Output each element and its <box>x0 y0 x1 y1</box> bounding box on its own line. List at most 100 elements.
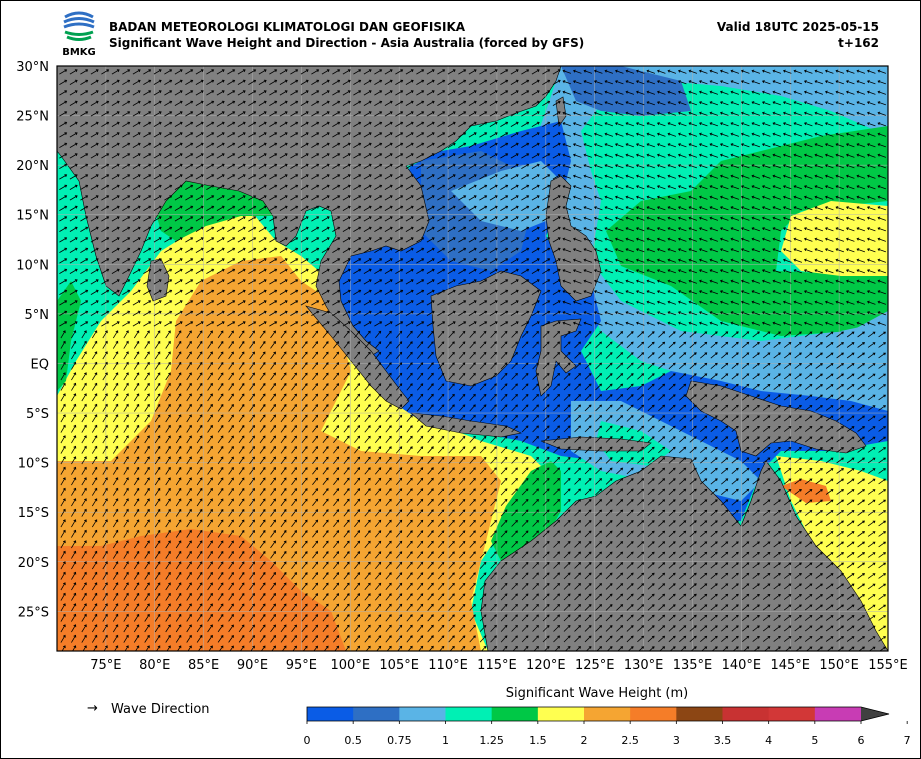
wave-direction-arrow <box>353 132 362 138</box>
wave-direction-arrow <box>593 164 603 169</box>
wave-direction-arrow <box>719 227 729 232</box>
wave-direction-arrow <box>552 237 561 243</box>
wave-direction-arrow <box>195 153 204 159</box>
wave-direction-arrow <box>719 153 729 158</box>
wave-direction-arrow <box>489 226 498 232</box>
wave-direction-arrow <box>90 226 99 232</box>
wave-direction-arrow <box>195 216 204 222</box>
wave-direction-arrow <box>332 153 341 159</box>
wave-direction-arrow <box>342 216 351 222</box>
wave-direction-arrow <box>437 90 446 96</box>
wave-direction-arrow <box>500 216 509 222</box>
wave-direction-arrow <box>688 143 698 148</box>
wave-direction-arrow <box>625 111 635 116</box>
wave-direction-arrow <box>59 153 68 159</box>
wave-direction-arrow <box>405 174 414 180</box>
wave-direction-arrow <box>761 122 771 127</box>
wave-direction-arrow <box>877 206 887 211</box>
wave-direction-arrow <box>730 69 740 74</box>
wave-direction-arrow <box>677 69 687 74</box>
wave-direction-arrow <box>593 216 603 221</box>
wave-direction-arrow <box>300 111 309 117</box>
wave-direction-arrow <box>845 206 855 211</box>
wave-direction-arrow <box>562 101 572 106</box>
indian-ocean-dark-orange-field <box>57 529 346 651</box>
wave-direction-arrow <box>164 216 173 222</box>
wave-direction-arrow <box>342 121 351 127</box>
wave-direction-arrow <box>468 121 477 127</box>
wave-direction-arrow <box>803 69 813 74</box>
longitude-tick-label: 80°E <box>139 658 170 673</box>
wave-direction-arrow <box>709 143 719 148</box>
wave-direction-arrow <box>740 111 750 116</box>
colorbar-tick-label: 1.25 <box>479 734 504 747</box>
wave-direction-arrow <box>572 216 582 221</box>
wave-direction-arrow <box>646 227 656 232</box>
valid-time: Valid 18UTC 2025-05-15 <box>716 20 879 34</box>
wave-direction-arrow <box>730 216 740 221</box>
wave-direction-arrow <box>604 132 614 137</box>
wave-direction-arrow <box>164 121 173 127</box>
wave-direction-arrow <box>552 79 561 85</box>
colorbar-tick-label: 1.5 <box>529 734 547 747</box>
java <box>410 412 522 438</box>
wave-direction-arrow <box>572 195 582 200</box>
wave-direction-arrow <box>395 163 404 169</box>
wave-direction-arrow <box>290 184 299 190</box>
wave-direction-arrow <box>206 163 215 169</box>
wave-direction-arrow <box>468 142 477 148</box>
wave-direction-arrow <box>269 79 278 85</box>
wave-direction-arrow <box>69 79 78 85</box>
wave-direction-arrow <box>688 206 698 211</box>
wave-direction-arrow <box>321 111 330 117</box>
latitude-tick-label: 30°N <box>16 60 49 75</box>
wave-direction-arrow <box>195 205 204 211</box>
wave-direction-arrow <box>479 100 488 106</box>
wave-direction-arrow <box>143 237 152 243</box>
latitude-tick-label: 15°S <box>18 506 49 521</box>
wave-direction-arrow <box>185 237 194 243</box>
wave-direction-arrow <box>300 237 309 243</box>
wave-direction-arrow <box>468 216 477 222</box>
wave-direction-arrow <box>363 100 372 106</box>
wave-direction-arrow <box>479 132 488 138</box>
wave-direction-arrow <box>709 174 719 179</box>
wave-direction-arrow <box>468 69 477 75</box>
wave-direction-arrow <box>510 195 519 201</box>
wave-direction-arrow <box>500 163 509 169</box>
wave-direction-arrow <box>688 237 698 242</box>
wave-direction-arrow <box>489 205 498 211</box>
wave-direction-arrow <box>132 226 141 232</box>
wave-direction-arrow <box>835 122 845 127</box>
wave-direction-arrow <box>101 195 110 201</box>
wave-direction-arrow <box>489 237 498 243</box>
wave-direction-arrow <box>583 111 593 116</box>
wave-direction-arrow <box>542 174 551 180</box>
wave-direction-arrow <box>332 174 341 180</box>
wave-direction-arrow <box>279 205 288 211</box>
wave-direction-arrow <box>447 237 456 243</box>
colorbar-tick-label: 0.75 <box>387 734 412 747</box>
wave-direction-arrow <box>248 153 257 159</box>
wave-direction-arrow <box>719 164 729 169</box>
wave-direction-arrow <box>59 216 68 222</box>
wave-direction-arrow <box>772 143 782 148</box>
wave-direction-arrow <box>384 100 393 106</box>
wave-direction-arrow <box>625 206 635 211</box>
wave-direction-arrow <box>342 205 351 211</box>
wave-direction-arrow <box>363 153 372 159</box>
wave-direction-arrow <box>311 111 320 117</box>
wave-direction-arrow <box>405 111 414 117</box>
wave-direction-arrow <box>677 132 687 137</box>
wave-direction-arrow <box>237 184 246 190</box>
wave-direction-arrow <box>279 237 288 243</box>
wave-direction-arrow <box>740 206 750 211</box>
wave-direction-arrow <box>531 90 540 96</box>
wave-direction-arrow <box>206 184 215 190</box>
wave-direction-arrow <box>593 174 603 179</box>
wave-direction-arrow <box>625 195 635 200</box>
wave-direction-arrow <box>500 79 509 85</box>
wave-direction-arrow <box>479 184 488 190</box>
wave-direction-arrow <box>395 216 404 222</box>
wave-direction-arrow <box>458 174 467 180</box>
